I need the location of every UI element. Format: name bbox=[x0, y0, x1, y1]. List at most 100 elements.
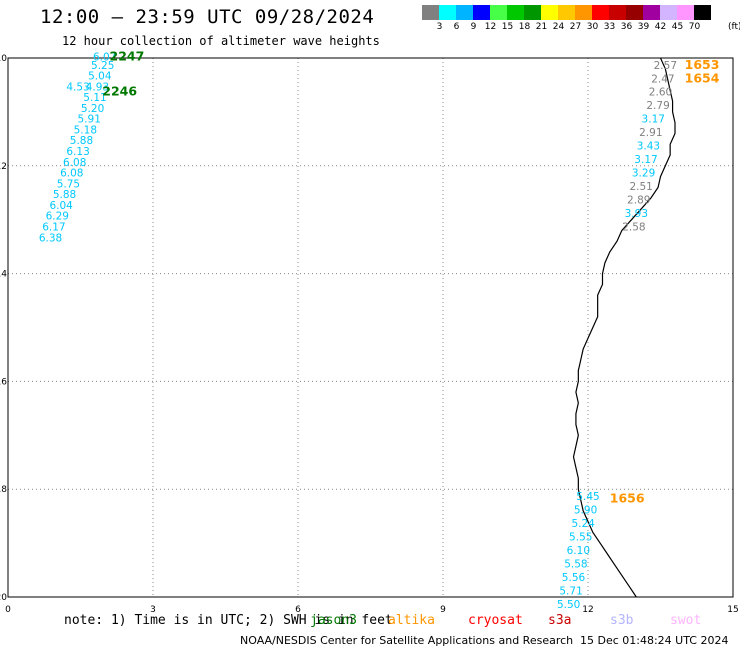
footer-timestamp: 15 Dec 01:48:24 UTC 2024 bbox=[580, 634, 729, 647]
legend-label: 6 bbox=[453, 22, 460, 32]
track-time-label: 1654 bbox=[685, 70, 720, 85]
wave-height-label: 6.38 bbox=[39, 232, 62, 244]
x-tick-label: 12 bbox=[582, 605, 593, 615]
legend-label: 27 bbox=[569, 22, 582, 32]
y-tick-label: -10 bbox=[0, 54, 7, 64]
legend-unit: (ft) bbox=[728, 22, 740, 32]
wave-height-label: 5.45 bbox=[576, 491, 599, 503]
wave-height-label: 6.10 bbox=[567, 545, 590, 557]
track-time-label: 1653 bbox=[685, 57, 720, 72]
legend-label: 3 bbox=[436, 22, 443, 32]
wave-height-label: 6.29 bbox=[46, 211, 69, 223]
color-legend-bar bbox=[422, 5, 711, 20]
wave-height-label: 3.17 bbox=[642, 114, 665, 126]
wave-height-label: 5.50 bbox=[557, 599, 580, 611]
wave-height-label: 2.57 bbox=[654, 60, 677, 72]
legend-label: 9 bbox=[470, 22, 477, 32]
legend-swatch bbox=[660, 5, 677, 20]
wave-height-label: 3.17 bbox=[634, 154, 657, 166]
wave-height-label: 5.90 bbox=[574, 504, 597, 516]
legend-label: 15 bbox=[501, 22, 514, 32]
wave-height-label: 5.88 bbox=[53, 189, 76, 201]
legend-swatch bbox=[473, 5, 490, 20]
legend-label: 42 bbox=[654, 22, 667, 32]
legend-swatch bbox=[592, 5, 609, 20]
legend-swatch bbox=[456, 5, 473, 20]
map-frame bbox=[7, 57, 734, 598]
legend-swatch bbox=[694, 5, 711, 20]
track-time-label: 2247 bbox=[110, 49, 145, 64]
satellite-label-jason3: jason3 bbox=[310, 613, 357, 628]
x-tick-label: 6 bbox=[295, 605, 301, 615]
legend-swatch bbox=[575, 5, 592, 20]
x-tick-label: 0 bbox=[5, 605, 11, 615]
legend-swatch bbox=[422, 5, 439, 20]
wave-height-label: 6.08 bbox=[60, 168, 83, 180]
wave-height-label: 2.91 bbox=[639, 127, 662, 139]
legend-label: 18 bbox=[518, 22, 531, 32]
note-text: note: 1) Time is in UTC; 2) SWH is in fe… bbox=[64, 613, 393, 628]
legend-swatch bbox=[643, 5, 660, 20]
wave-height-label: 6.04 bbox=[49, 200, 73, 212]
map-grid bbox=[8, 58, 733, 597]
track-time-label: 2246 bbox=[102, 84, 137, 99]
altimeter-tracks: 6.075.255.044.935.115.205.915.185.886.13… bbox=[39, 49, 720, 611]
satellite-label-cryosat: cryosat bbox=[468, 613, 523, 628]
wave-height-label: 4.93 bbox=[86, 81, 109, 93]
wave-height-label: 5.75 bbox=[57, 178, 80, 190]
legend-label: 24 bbox=[552, 22, 565, 32]
wave-height-label: 2.89 bbox=[627, 195, 650, 207]
wave-height-label: 4.53 bbox=[66, 81, 89, 93]
wave-height-label: 2.51 bbox=[629, 181, 652, 193]
y-tick-label: -20 bbox=[0, 593, 7, 603]
wave-height-label: 5.25 bbox=[91, 60, 114, 72]
satellite-label-altika: altika bbox=[388, 613, 435, 628]
coastline bbox=[572, 57, 676, 598]
wave-height-label: 5.56 bbox=[562, 572, 586, 584]
legend-swatch bbox=[490, 5, 507, 20]
wave-height-label: 5.04 bbox=[88, 71, 112, 83]
legend-swatch bbox=[677, 5, 694, 20]
wave-height-label: 2.58 bbox=[622, 221, 645, 233]
y-tick-label: -18 bbox=[0, 485, 7, 495]
wave-height-label: 3.29 bbox=[632, 168, 655, 180]
y-tick-label: -14 bbox=[0, 270, 7, 280]
footer-credit: NOAA/NESDIS Center for Satellite Applica… bbox=[240, 634, 574, 647]
y-tick-label: -16 bbox=[0, 377, 7, 387]
wave-height-label: 5.71 bbox=[559, 585, 582, 597]
coastline-path bbox=[572, 57, 676, 598]
axis-ticks: 0 3 6 9 12 15 -10 -12 -14 -16 -18 -20 bbox=[0, 54, 739, 615]
legend-swatch bbox=[609, 5, 626, 20]
wave-height-label: 5.24 bbox=[571, 518, 595, 530]
x-tick-label: 3 bbox=[150, 605, 156, 615]
legend-label: 30 bbox=[586, 22, 599, 32]
wave-height-label: 2.47 bbox=[651, 73, 674, 85]
wave-height-label: 3.43 bbox=[637, 141, 660, 153]
legend-swatch bbox=[507, 5, 524, 20]
map-subtitle: 12 hour collection of altimeter wave hei… bbox=[62, 34, 380, 48]
legend-swatch bbox=[439, 5, 456, 20]
wave-height-label: 5.58 bbox=[564, 558, 587, 570]
wave-height-label: 5.11 bbox=[83, 92, 106, 104]
legend-swatch bbox=[626, 5, 643, 20]
map-border bbox=[7, 57, 734, 598]
wave-height-label: 5.20 bbox=[81, 103, 104, 115]
legend-label: 70 bbox=[688, 22, 701, 32]
wave-height-label: 6.08 bbox=[63, 157, 86, 169]
wave-height-label: 5.18 bbox=[74, 124, 97, 136]
legend-label: 39 bbox=[637, 22, 650, 32]
wave-height-label: 5.88 bbox=[70, 135, 93, 147]
wave-height-label: 6.13 bbox=[66, 146, 89, 158]
satellite-label-s3a: s3a bbox=[548, 613, 572, 628]
legend-swatch bbox=[524, 5, 541, 20]
track-time-label: 1656 bbox=[610, 491, 645, 506]
map-title: 12:00 – 23:59 UTC 09/28/2024 bbox=[40, 6, 375, 28]
legend-label: 33 bbox=[603, 22, 616, 32]
wave-height-label: 3.93 bbox=[625, 208, 648, 220]
wave-height-label: 5.55 bbox=[569, 531, 592, 543]
wave-height-label: 6.07 bbox=[93, 52, 116, 64]
wave-height-label: 5.91 bbox=[78, 114, 101, 126]
satellite-label-s3b: s3b bbox=[610, 613, 634, 628]
wave-height-label: 2.79 bbox=[646, 100, 669, 112]
